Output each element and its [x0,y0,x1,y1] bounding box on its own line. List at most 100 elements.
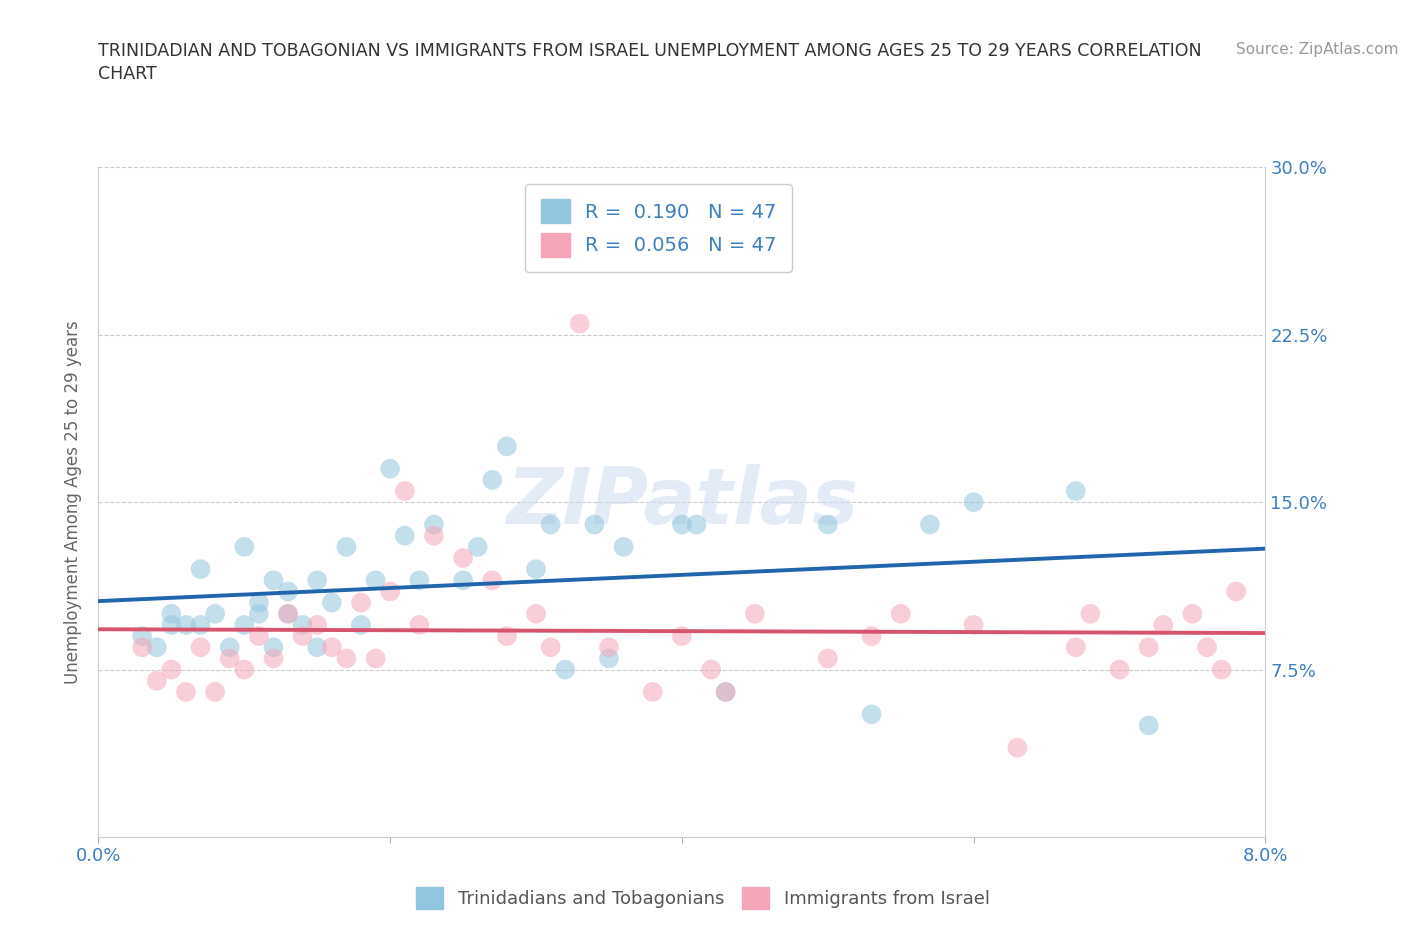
Text: CHART: CHART [98,65,157,83]
Point [641,684,664,699]
Point [277,606,299,621]
Point [247,606,270,621]
Point [364,651,387,666]
Point [364,573,387,588]
Point [1211,662,1233,677]
Point [540,517,562,532]
Point [204,684,226,699]
Point [817,651,839,666]
Point [1137,718,1160,733]
Point [350,595,373,610]
Point [233,662,256,677]
Point [568,316,591,331]
Text: TRINIDADIAN AND TOBAGONIAN VS IMMIGRANTS FROM ISRAEL UNEMPLOYMENT AMONG AGES 25 : TRINIDADIAN AND TOBAGONIAN VS IMMIGRANTS… [98,42,1202,60]
Point [190,640,212,655]
Point [918,517,941,532]
Point [378,461,402,476]
Point [714,684,737,699]
Point [218,640,240,655]
Point [451,573,474,588]
Point [496,439,519,454]
Point [321,595,343,610]
Point [685,517,707,532]
Point [146,673,169,688]
Point [1064,640,1087,655]
Point [160,606,183,621]
Point [131,629,153,644]
Point [598,640,620,655]
Point [335,651,357,666]
Point [174,684,197,699]
Point [700,662,723,677]
Point [247,629,270,644]
Point [408,618,430,632]
Point [451,551,474,565]
Point [423,528,446,543]
Point [583,517,606,532]
Point [190,618,212,632]
Y-axis label: Unemployment Among Ages 25 to 29 years: Unemployment Among Ages 25 to 29 years [65,320,83,684]
Point [291,629,314,644]
Point [262,651,284,666]
Point [1181,606,1204,621]
Point [962,618,984,632]
Point [350,618,373,632]
Point [554,662,576,677]
Legend: R =  0.190   N = 47, R =  0.056   N = 47: R = 0.190 N = 47, R = 0.056 N = 47 [524,184,792,272]
Point [860,707,883,722]
Point [131,640,153,655]
Point [160,662,183,677]
Point [671,517,693,532]
Point [218,651,240,666]
Point [277,606,299,621]
Point [160,618,183,632]
Point [174,618,197,632]
Point [233,539,256,554]
Point [146,640,169,655]
Point [277,584,299,599]
Point [860,629,883,644]
Point [744,606,766,621]
Point [1225,584,1247,599]
Point [671,629,693,644]
Point [262,640,284,655]
Point [291,618,314,632]
Point [962,495,984,510]
Point [1007,740,1029,755]
Point [307,640,329,655]
Point [890,606,912,621]
Point [335,539,357,554]
Point [1195,640,1218,655]
Point [321,640,343,655]
Point [467,539,489,554]
Point [423,517,446,532]
Point [247,595,270,610]
Point [233,618,256,632]
Point [612,539,634,554]
Point [307,573,329,588]
Point [524,606,547,621]
Point [481,472,503,487]
Point [1152,618,1174,632]
Point [496,629,519,644]
Text: ZIPatlas: ZIPatlas [506,464,858,540]
Point [394,528,416,543]
Legend: Trinidadians and Tobagonians, Immigrants from Israel: Trinidadians and Tobagonians, Immigrants… [409,880,997,916]
Point [524,562,547,577]
Point [394,484,416,498]
Point [1080,606,1102,621]
Point [307,618,329,632]
Point [481,573,503,588]
Point [408,573,430,588]
Point [378,584,402,599]
Point [1064,484,1087,498]
Point [1137,640,1160,655]
Point [540,640,562,655]
Point [204,606,226,621]
Point [262,573,284,588]
Point [714,684,737,699]
Text: Source: ZipAtlas.com: Source: ZipAtlas.com [1236,42,1399,57]
Point [190,562,212,577]
Point [598,651,620,666]
Point [817,517,839,532]
